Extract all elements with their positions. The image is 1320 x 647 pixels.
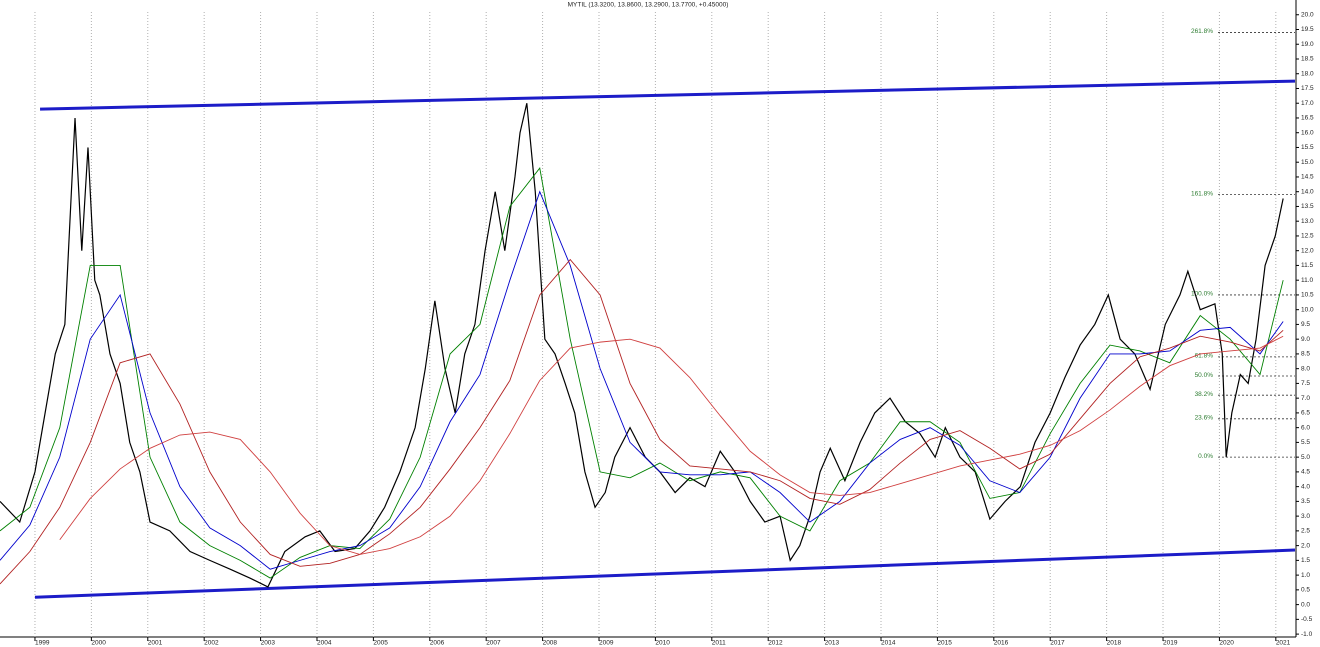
fib-level-label: 161.8% [1191,190,1213,197]
trend-line [34,548,1296,599]
fib-level-label: 0.0% [1198,453,1213,460]
y-tick-label: 16.0 [1301,129,1314,136]
y-tick-label: 5.0 [1301,454,1310,461]
x-tick-label: 2020 [1219,640,1234,647]
y-tick-label: 5.5 [1301,439,1310,446]
y-tick-label: 8.5 [1301,351,1310,358]
x-tick-label: 2002 [204,640,219,647]
y-tick-label: 14.0 [1301,188,1314,195]
y-tick-label: 6.5 [1301,410,1310,417]
moving-average-line [0,258,1284,585]
fib-level-label: 261.8% [1191,28,1213,35]
x-tick-label: 2000 [91,640,106,647]
trend-line [40,79,1296,111]
y-tick-label: 11.0 [1301,277,1314,284]
y-tick-label: 12.5 [1301,233,1314,240]
y-tick-label: 19.5 [1301,26,1314,33]
y-tick-label: 2.0 [1301,542,1310,549]
price-line [0,103,1284,588]
y-tick-label: 3.5 [1301,498,1310,505]
x-tick-label: 2004 [317,640,332,647]
x-tick-label: 2008 [543,640,558,647]
y-tick-label: 14.5 [1301,174,1314,181]
y-tick-label: 4.5 [1301,469,1310,476]
x-tick-label: 2012 [768,640,783,647]
fib-level-label: 23.6% [1195,415,1214,422]
y-tick-label: 17.5 [1301,85,1314,92]
x-tick-label: 2016 [994,640,1009,647]
x-tick-label: 2009 [599,640,614,647]
y-tick-label: 9.5 [1301,321,1310,328]
x-tick-label: 2018 [1107,640,1122,647]
y-tick-label: 7.5 [1301,380,1310,387]
y-tick-label: 10.0 [1301,306,1314,313]
y-tick-label: 9.0 [1301,336,1310,343]
moving-average-line [59,335,1284,555]
y-tick-label: 17.0 [1301,100,1314,107]
fib-level-label: 61.8% [1195,353,1214,360]
x-tick-label: 2010 [655,640,670,647]
y-tick-label: 15.5 [1301,144,1314,151]
y-tick-label: 8.0 [1301,365,1310,372]
y-tick-label: 15.0 [1301,159,1314,166]
y-tick-label: 10.5 [1301,292,1314,299]
x-tick-label: 2007 [486,640,501,647]
fib-level-label: 50.0% [1195,372,1214,379]
y-tick-label: 12.0 [1301,247,1314,254]
fib-level-label: 38.2% [1195,391,1214,398]
y-tick-label: 20.0 [1301,11,1314,18]
y-tick-label: 0.5 [1301,587,1310,594]
y-tick-label: -0.5 [1301,616,1313,623]
fib-level-label: 100.0% [1191,291,1213,298]
y-tick-label: 18.0 [1301,70,1314,77]
x-tick-label: 2005 [373,640,388,647]
y-tick-label: 1.0 [1301,572,1310,579]
y-tick-label: 6.0 [1301,424,1310,431]
y-tick-label: 16.5 [1301,115,1314,122]
x-tick-label: 2019 [1163,640,1178,647]
moving-average-line [0,167,1284,579]
y-tick-label: 3.0 [1301,513,1310,520]
y-tick-label: 18.5 [1301,56,1314,63]
x-tick-label: 2021 [1276,640,1291,647]
x-tick-label: 2015 [937,640,952,647]
y-tick-label: 0.0 [1301,601,1310,608]
y-tick-label: 2.5 [1301,528,1310,535]
y-tick-label: 7.0 [1301,395,1310,402]
x-tick-label: 2006 [430,640,445,647]
y-tick-label: -1.0 [1301,631,1313,638]
x-tick-label: 2014 [881,640,896,647]
y-tick-label: 13.0 [1301,218,1314,225]
y-tick-label: 19.0 [1301,41,1314,48]
x-tick-label: 2013 [825,640,840,647]
x-tick-label: 2003 [261,640,276,647]
moving-average-line [0,190,1284,570]
y-tick-label: 11.5 [1301,262,1314,269]
y-tick-label: 1.5 [1301,557,1310,564]
x-tick-label: 2017 [1050,640,1065,647]
y-tick-label: 4.0 [1301,483,1310,490]
chart-title: MYTIL (13.3200, 13.8600, 13.2900, 13.770… [568,2,729,9]
x-tick-label: 2011 [712,640,726,647]
x-tick-label: 2001 [148,640,163,647]
y-tick-label: 13.5 [1301,203,1314,210]
x-tick-label: 1999 [35,640,50,647]
